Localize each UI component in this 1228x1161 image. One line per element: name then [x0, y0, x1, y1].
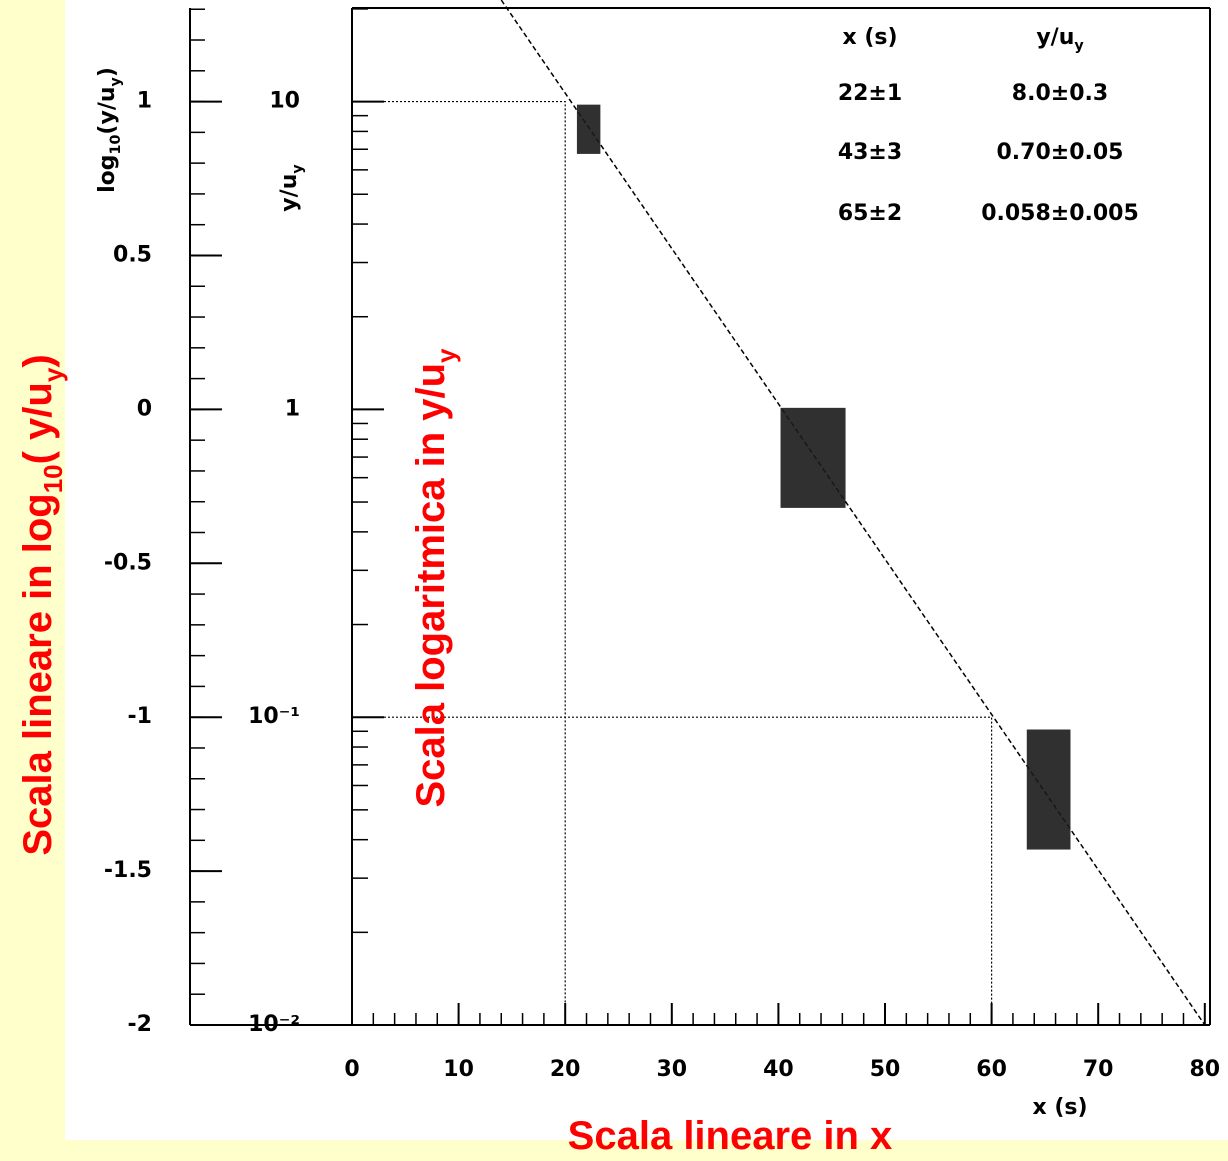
y-axis-label-part: log	[95, 154, 120, 192]
x-axis-label: x (s)	[1032, 1095, 1087, 1120]
x-tick-label: 20	[550, 1057, 581, 1082]
table-cell: 0.058±0.005	[981, 201, 1139, 226]
y-axis-label-part: (y/u	[95, 86, 120, 134]
annotation-part: 10	[38, 464, 68, 493]
x-tick-label: 10	[443, 1057, 474, 1082]
y-axis-label-part: 10	[108, 135, 124, 155]
annotation-part: ( y/u	[16, 382, 60, 464]
plot-background	[65, 0, 1228, 1140]
y-axis-label-part: y	[108, 76, 124, 86]
y-tick-label: 1	[137, 89, 152, 114]
y-axis-label-part: )	[95, 67, 120, 77]
annotation-part: )	[16, 354, 60, 367]
y2-tick-label: 10	[269, 89, 300, 114]
annotation-part: Scala logaritmica in y/u	[409, 363, 453, 808]
table-cell: 0.70±0.05	[997, 140, 1124, 165]
table-cell: 65±2	[838, 201, 902, 226]
x-tick-label: 40	[763, 1057, 794, 1082]
y-tick-label: -2	[128, 1012, 152, 1037]
guide-line	[352, 716, 993, 1025]
x-tick-label: 30	[656, 1057, 687, 1082]
x-tick-label: 80	[1189, 1057, 1220, 1082]
annotation: Scala logaritmica in y/uy	[409, 348, 461, 808]
x-tick-label: 60	[976, 1057, 1007, 1082]
y2-axis-label: y/uy	[277, 164, 306, 212]
y-axis-label: log10(y/uy)	[95, 67, 124, 193]
x-tick-label: 50	[870, 1057, 901, 1082]
y2-tick-label: 10⁻¹	[248, 704, 300, 729]
table-cell: 43±3	[838, 140, 902, 165]
y-tick-label: -0.5	[104, 550, 152, 575]
annotation-part: Scala lineare in x	[568, 1114, 893, 1158]
y-tick-label: -1	[128, 704, 152, 729]
table-cell: 8.0±0.3	[1012, 81, 1108, 106]
x-tick-label: 0	[344, 1057, 359, 1082]
table-cell: 22±1	[838, 81, 902, 106]
y2-axis-label-part: y	[290, 164, 306, 174]
error-box	[1026, 729, 1071, 850]
y2-tick-label: 10⁻²	[248, 1012, 300, 1037]
annotation-part: Scala lineare in log	[16, 493, 60, 855]
fit-line	[500, 0, 1206, 1026]
table-header-part: y	[1074, 38, 1084, 54]
y-tick-label: -1.5	[104, 858, 152, 883]
table-header-part: y/u	[1036, 25, 1074, 50]
error-box	[780, 407, 846, 508]
y-tick-label: 0	[137, 396, 152, 421]
annotation-part: y	[431, 348, 461, 363]
y2-axis-label-part: y/u	[277, 174, 302, 212]
y-tick-label: 0.5	[113, 242, 152, 267]
annotation: Scala lineare in log10( y/uy)	[16, 354, 68, 855]
annotation-part: y	[38, 367, 68, 382]
x-tick-label: 70	[1083, 1057, 1114, 1082]
table-header: y/uy	[1036, 25, 1084, 54]
annotation: Scala lineare in x	[568, 1114, 893, 1158]
y2-tick-label: 1	[285, 396, 300, 421]
table-header: x (s)	[842, 25, 897, 50]
error-box	[576, 104, 601, 154]
